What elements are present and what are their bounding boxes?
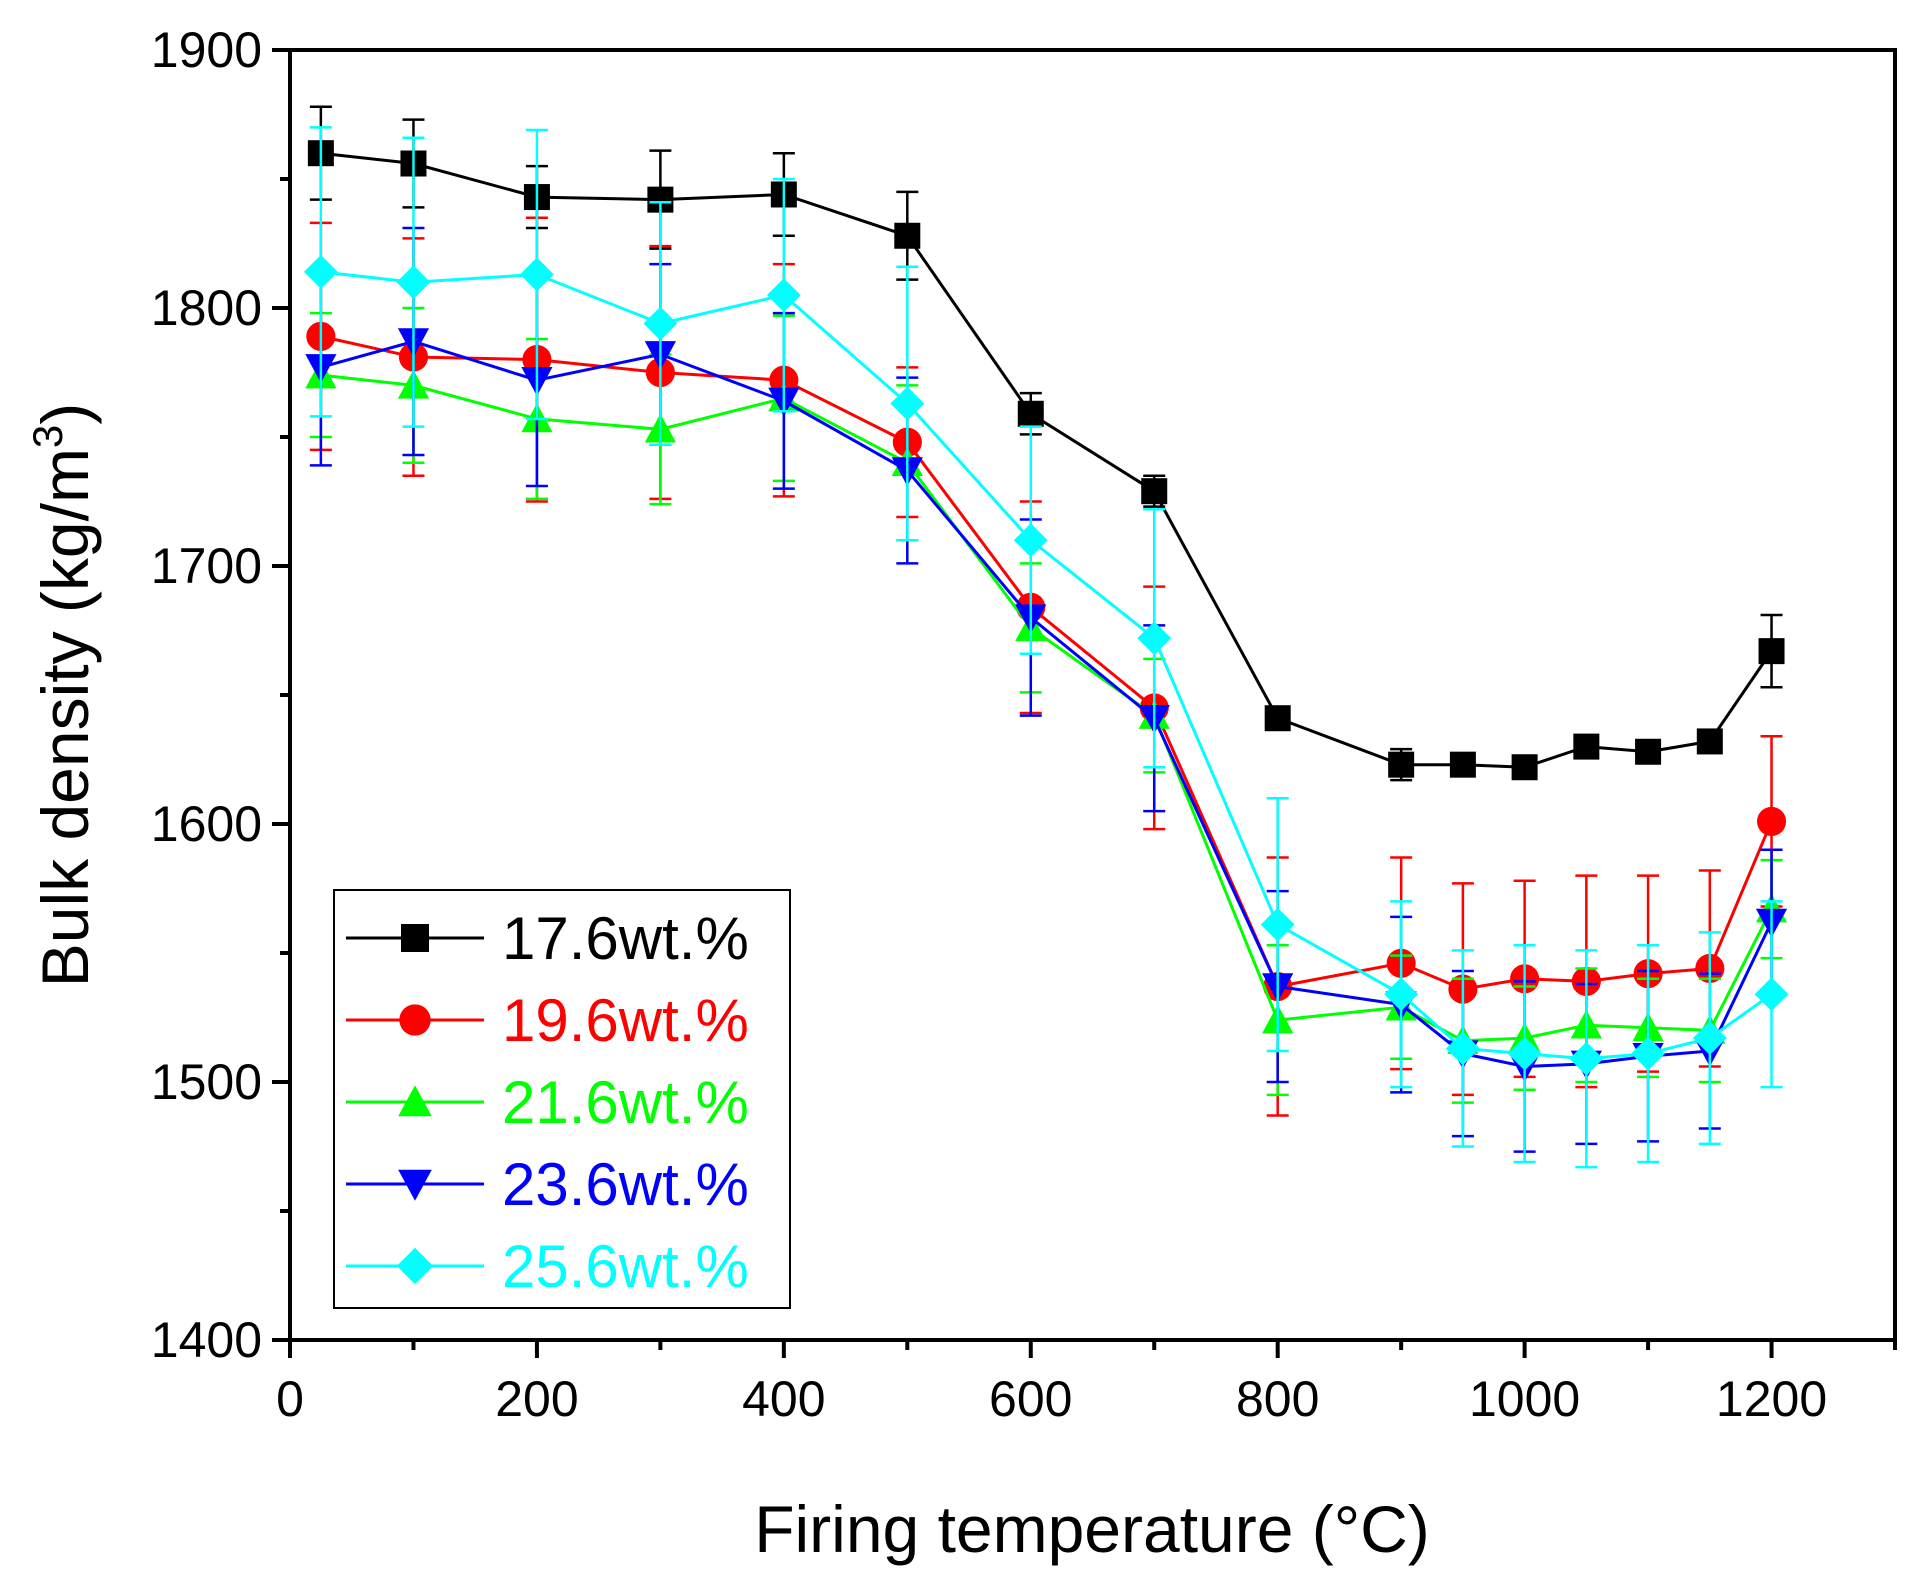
legend-label: 21.6wt.% [502,1069,749,1136]
y-tick-label: 1400 [151,1312,262,1368]
x-tick-label: 800 [1236,1371,1319,1427]
series-layer [303,105,1789,1169]
legend-item-17-6wt: 17.6wt.% [346,905,749,972]
data-point [1754,977,1789,1012]
data-point [890,386,925,421]
legend: 17.6wt.% 19.6wt.% 21.6wt.% 23.6wt.% 25.6wt.% [333,889,791,1309]
y-tick-label: 1800 [151,280,262,336]
data-point [1445,1031,1480,1066]
y-tick-label: 1500 [151,1054,262,1110]
series-line-21-6wt [320,373,1773,1043]
x-tick-label: 0 [276,1371,304,1427]
legend-label: 17.6wt.% [502,905,749,972]
legend-marker [401,924,429,952]
legend-marker [398,1169,432,1201]
data-point [396,265,431,300]
data-point [1507,1036,1542,1071]
data-point [894,222,921,249]
y-axis-title-superscript: 3 [24,425,71,448]
data-point [1388,751,1415,778]
x-tick-label: 1200 [1716,1371,1827,1427]
data-point [1141,478,1168,505]
y-axis-title: Bulk density (kg/m3) [24,403,102,988]
legend-label: 25.6wt.% [502,1233,749,1300]
series-line-23-6wt [320,339,1773,1069]
x-tick-label: 600 [989,1371,1072,1427]
y-tick-label: 1600 [151,796,262,852]
y-axis-title-close: ) [28,403,102,425]
data-point [1631,1036,1665,1071]
legend-item-19-6wt: 19.6wt.% [346,987,749,1054]
data-point [1573,733,1600,760]
series-25-6wt [303,126,1789,1169]
data-point [1692,1021,1727,1056]
data-point [1696,728,1723,755]
data-point [1384,977,1419,1012]
data-point [643,306,678,341]
data-point [1013,523,1048,558]
legend-marker [399,1004,431,1036]
data-point [1569,1041,1604,1076]
data-point [1511,754,1538,781]
y-tick-label: 1700 [151,538,262,594]
data-point [1260,907,1295,942]
x-tick-label: 200 [495,1371,578,1427]
y-tick-label: 1900 [151,22,262,78]
data-point [1264,705,1291,732]
legend-label: 23.6wt.% [502,1151,749,1218]
legend-marker [396,1247,434,1285]
x-axis-title: Firing temperature (°C) [754,1492,1430,1566]
data-point [1017,400,1044,427]
series-line-25-6wt [320,270,1773,1061]
data-point [1758,638,1785,665]
legend-marker [398,1085,432,1117]
data-point [303,254,338,289]
data-point [766,278,801,312]
data-point [1635,738,1662,765]
y-axis-title-main: Bulk density (kg/m [28,448,102,987]
data-point [1137,621,1172,656]
data-point [520,257,554,292]
series-line-17-6wt [320,151,1773,769]
x-tick-label: 1000 [1469,1371,1580,1427]
legend-label: 19.6wt.% [502,987,749,1054]
x-tick-label: 400 [742,1371,825,1427]
axes-layer: 0 200 400 600 800 1000 1200 1400 1500 1600 1700 180… [151,22,1897,1427]
data-point [1449,751,1476,778]
data-point [1756,806,1787,836]
legend-item-23-6wt: 23.6wt.% [346,1151,749,1218]
legend-item-21-6wt: 21.6wt.% [346,1069,749,1136]
legend-item-25-6wt: 25.6wt.% [346,1233,749,1300]
